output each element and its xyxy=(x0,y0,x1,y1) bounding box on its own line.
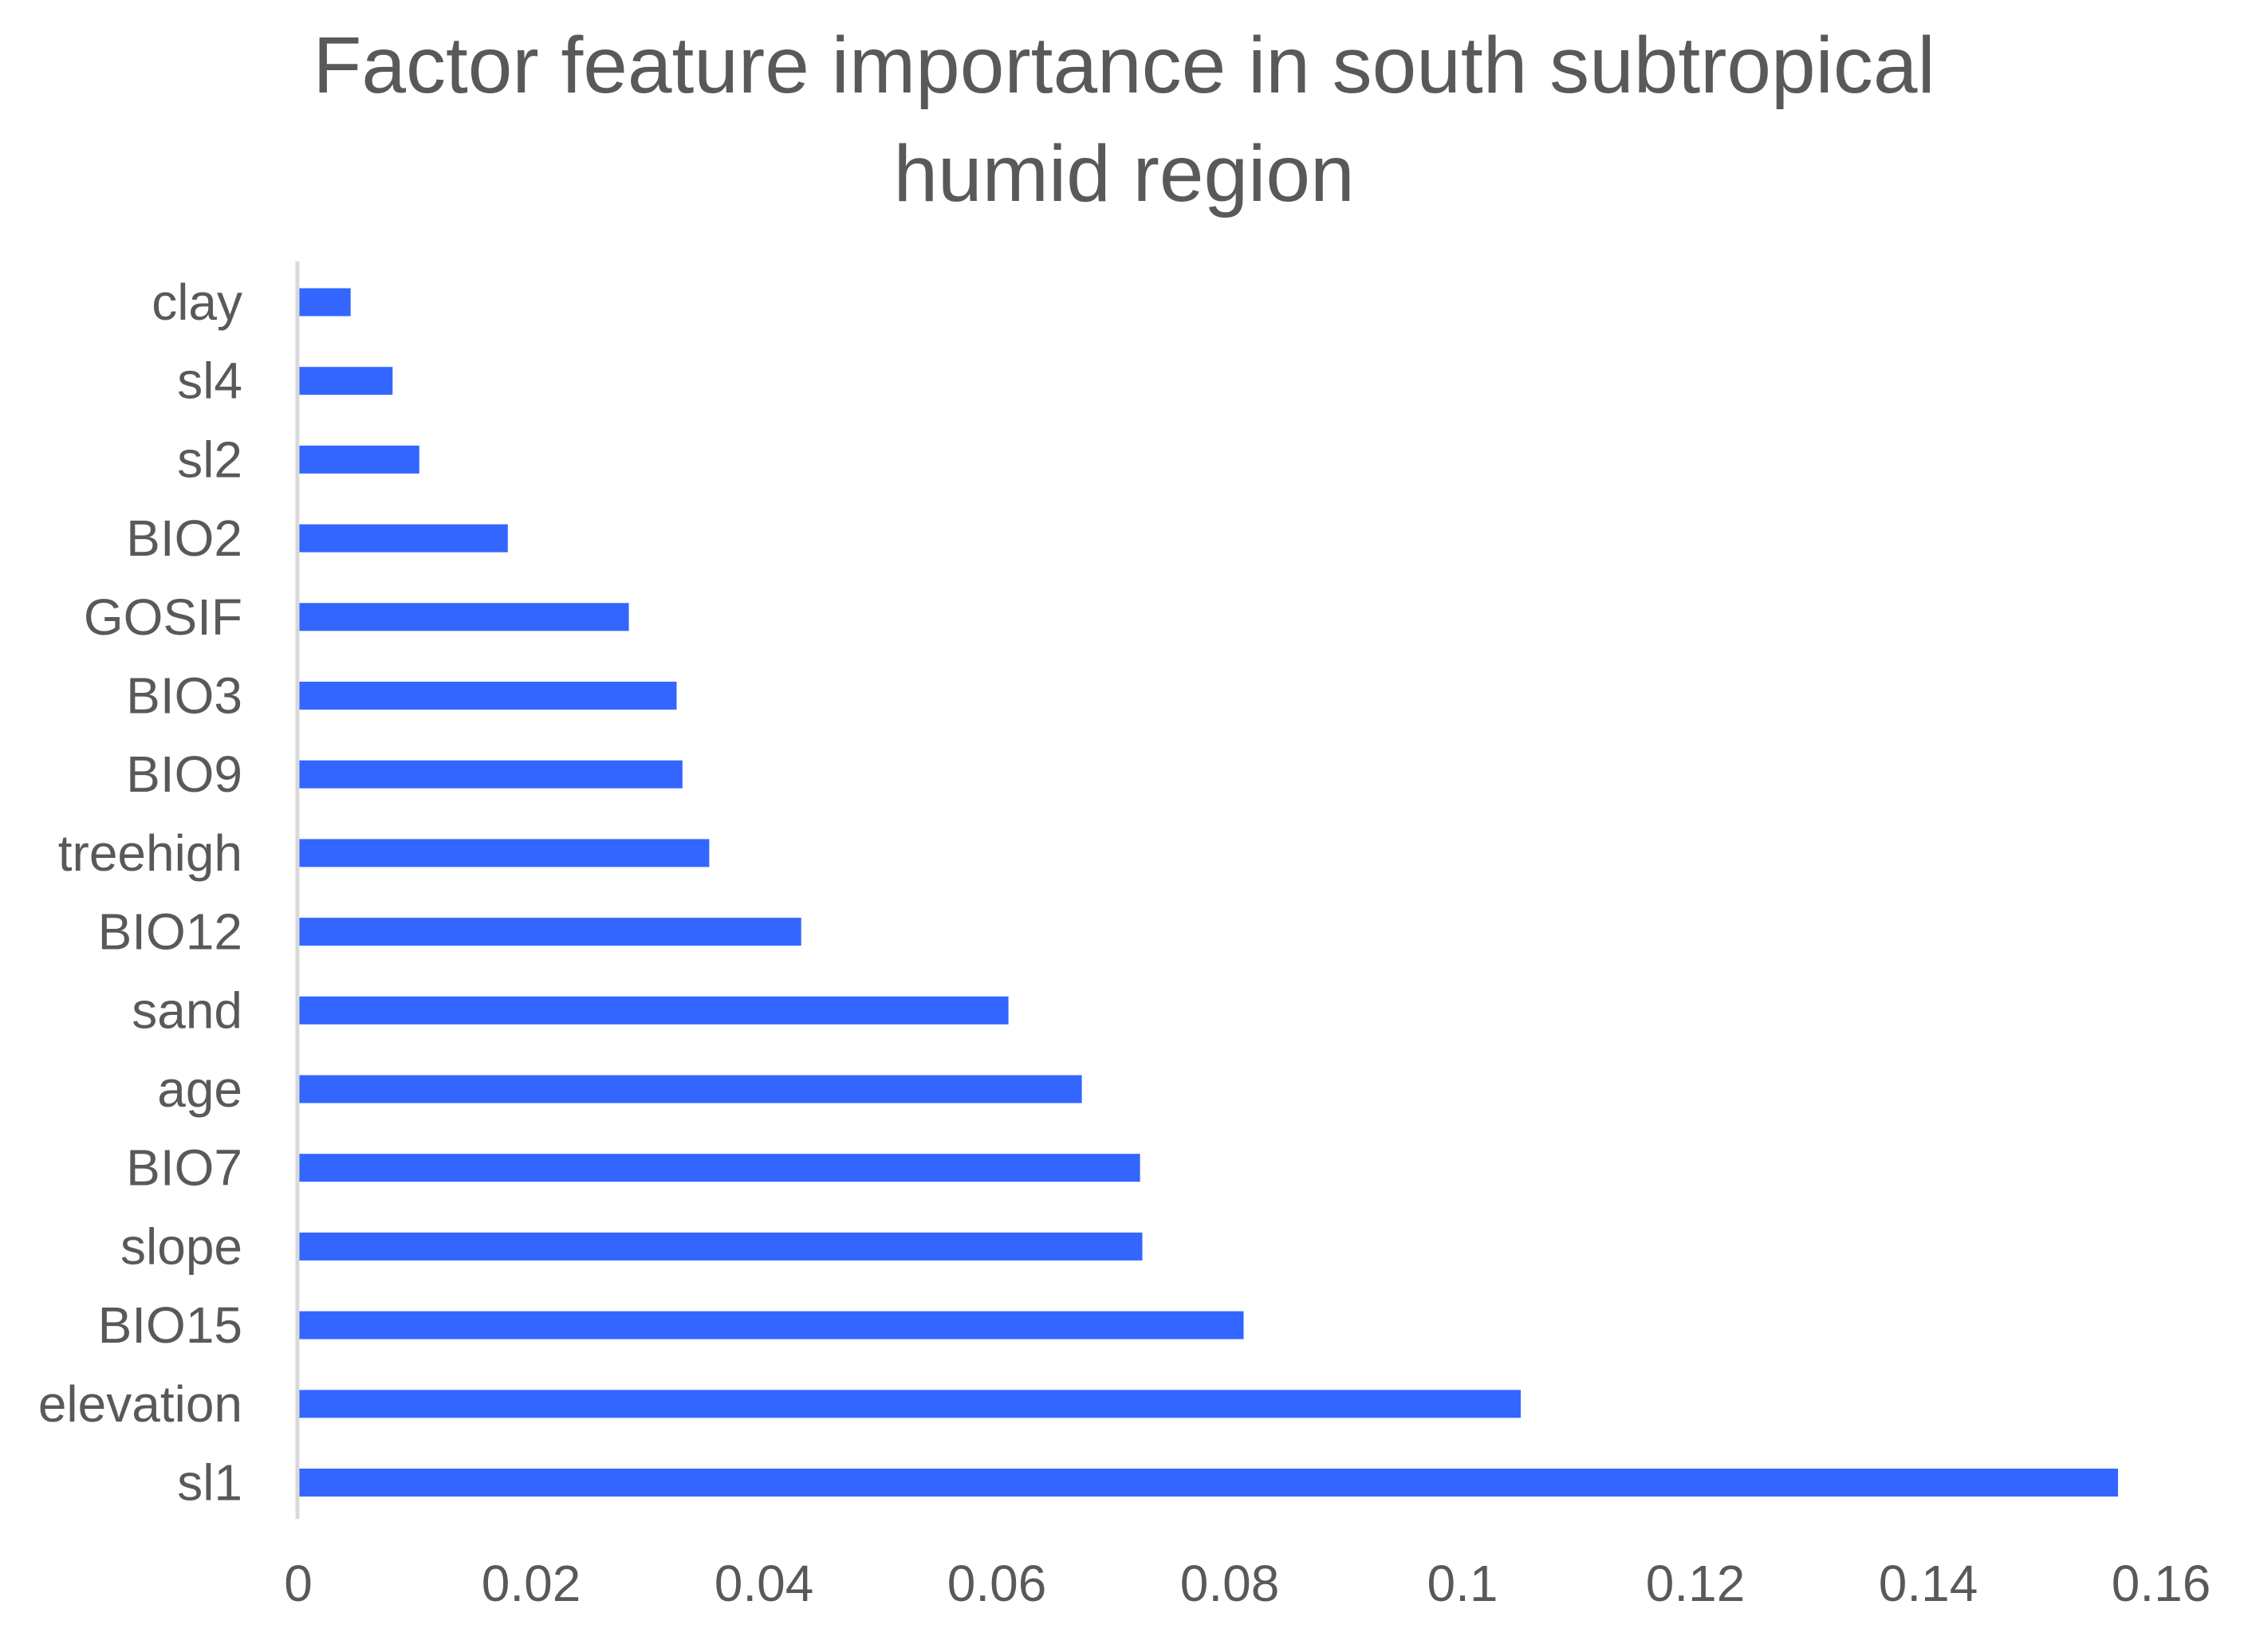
bar-sl4 xyxy=(298,367,393,395)
x-tick-label-1: 0.02 xyxy=(482,1555,581,1612)
category-label-bio2: BIO2 xyxy=(126,509,242,567)
bar-elevation xyxy=(298,1390,1521,1418)
x-tick-label-4: 0.08 xyxy=(1180,1555,1280,1612)
bar-bio3 xyxy=(298,682,677,710)
category-label-sand: sand xyxy=(132,981,242,1039)
category-label-bio12: BIO12 xyxy=(98,903,242,961)
category-label-clay: clay xyxy=(152,273,242,331)
bar-sl2 xyxy=(298,445,419,474)
bar-sand xyxy=(298,996,1009,1025)
bar-bio15 xyxy=(298,1311,1244,1339)
category-label-sl2: sl2 xyxy=(177,431,242,488)
bar-bio7 xyxy=(298,1154,1140,1182)
chart-title: Factor feature importance in south subtr… xyxy=(0,11,2248,228)
bar-sl1 xyxy=(298,1469,2118,1497)
bar-gosif xyxy=(298,603,629,631)
bar-slope xyxy=(298,1232,1143,1261)
x-tick-label-3: 0.06 xyxy=(947,1555,1047,1612)
category-label-elevation: elevation xyxy=(38,1375,242,1433)
category-label-bio15: BIO15 xyxy=(98,1296,242,1354)
bar-treehigh xyxy=(298,839,710,867)
category-label-slope: slope xyxy=(120,1217,242,1275)
category-label-sl1: sl1 xyxy=(177,1454,242,1512)
category-label-age: age xyxy=(157,1060,242,1118)
category-label-sl4: sl4 xyxy=(177,352,242,410)
chart-title-line-1: Factor feature importance in south subtr… xyxy=(313,21,1935,110)
bar-clay xyxy=(298,288,351,317)
x-tick-label-0: 0 xyxy=(284,1555,313,1612)
chart-title-line-2: humid region xyxy=(893,129,1355,218)
x-tick-labels: 00.020.040.060.080.10.120.140.160.18 xyxy=(284,1555,2211,1612)
bar-bio12 xyxy=(298,918,801,946)
category-label-bio7: BIO7 xyxy=(126,1139,242,1197)
bar-bio2 xyxy=(298,524,508,553)
category-labels: clay sl4 sl2 BIO2 GOSIF BIO3 BIO9 treehigh BIO12… xyxy=(38,273,242,1512)
category-label-bio9: BIO9 xyxy=(126,745,242,803)
bar-bio9 xyxy=(298,760,683,789)
category-label-treehigh: treehigh xyxy=(58,824,242,882)
category-label-gosif: GOSIF xyxy=(84,588,242,646)
x-tick-label-8: 0.16 xyxy=(2112,1555,2211,1612)
x-tick-label-6: 0.12 xyxy=(1646,1555,1746,1612)
category-label-bio3: BIO3 xyxy=(126,667,242,725)
bars-layer xyxy=(298,288,2118,1497)
x-tick-label-5: 0.1 xyxy=(1427,1555,1498,1612)
x-tick-label-2: 0.04 xyxy=(715,1555,814,1612)
x-tick-label-7: 0.14 xyxy=(1879,1555,1978,1612)
bar-age xyxy=(298,1075,1082,1103)
